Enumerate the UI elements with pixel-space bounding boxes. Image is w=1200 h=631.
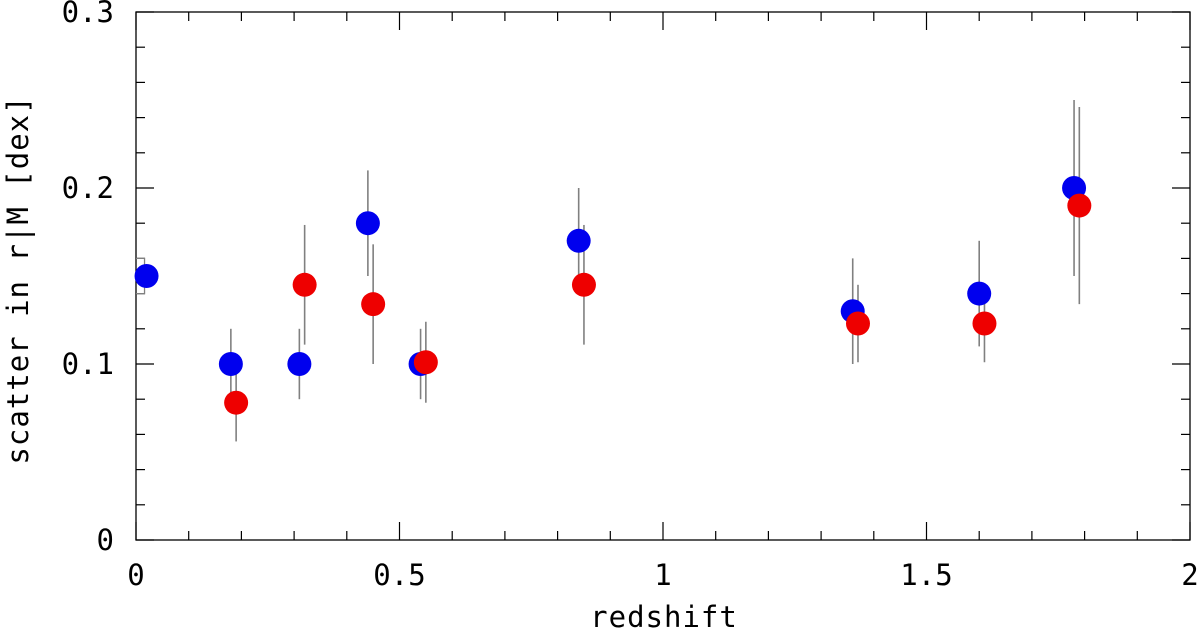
blue-data-point [134,264,159,288]
blue-data-point [355,211,380,236]
red-data-point [845,311,870,336]
y-tick-label: 0.3 [62,0,114,29]
y-tick-label: 0 [97,523,114,557]
red-data-point [1067,193,1092,218]
x-tick-label: 1 [654,558,671,592]
data-points [134,176,1092,415]
red-data-point [292,272,317,297]
x-tick-label: 1.5 [900,558,952,592]
blue-data-point [967,281,992,306]
error-bars [136,100,1081,442]
tick-labels: 0 0.5 1 1.5 2 0 0.1 0.2 0.3 [62,0,1199,592]
y-tick-label: 0.1 [62,347,114,381]
y-axis-label: scatter in r|M [dex] [1,95,35,464]
red-data-point [571,272,596,297]
x-tick-label: 2 [1181,558,1198,592]
x-tick-label: 0 [127,558,144,592]
red-data-point [224,390,249,415]
axis-ticks [135,11,1191,541]
red-data-point [972,311,997,336]
x-tick-label: 0.5 [373,558,425,592]
red-data-point [361,292,386,317]
plot-frame [135,11,1191,541]
red-data-point [413,350,438,375]
y-tick-label: 0.2 [62,171,114,205]
x-axis-label: redshift [590,600,738,631]
blue-data-point [566,228,591,253]
blue-data-point [287,352,312,376]
blue-data-point [218,352,243,376]
